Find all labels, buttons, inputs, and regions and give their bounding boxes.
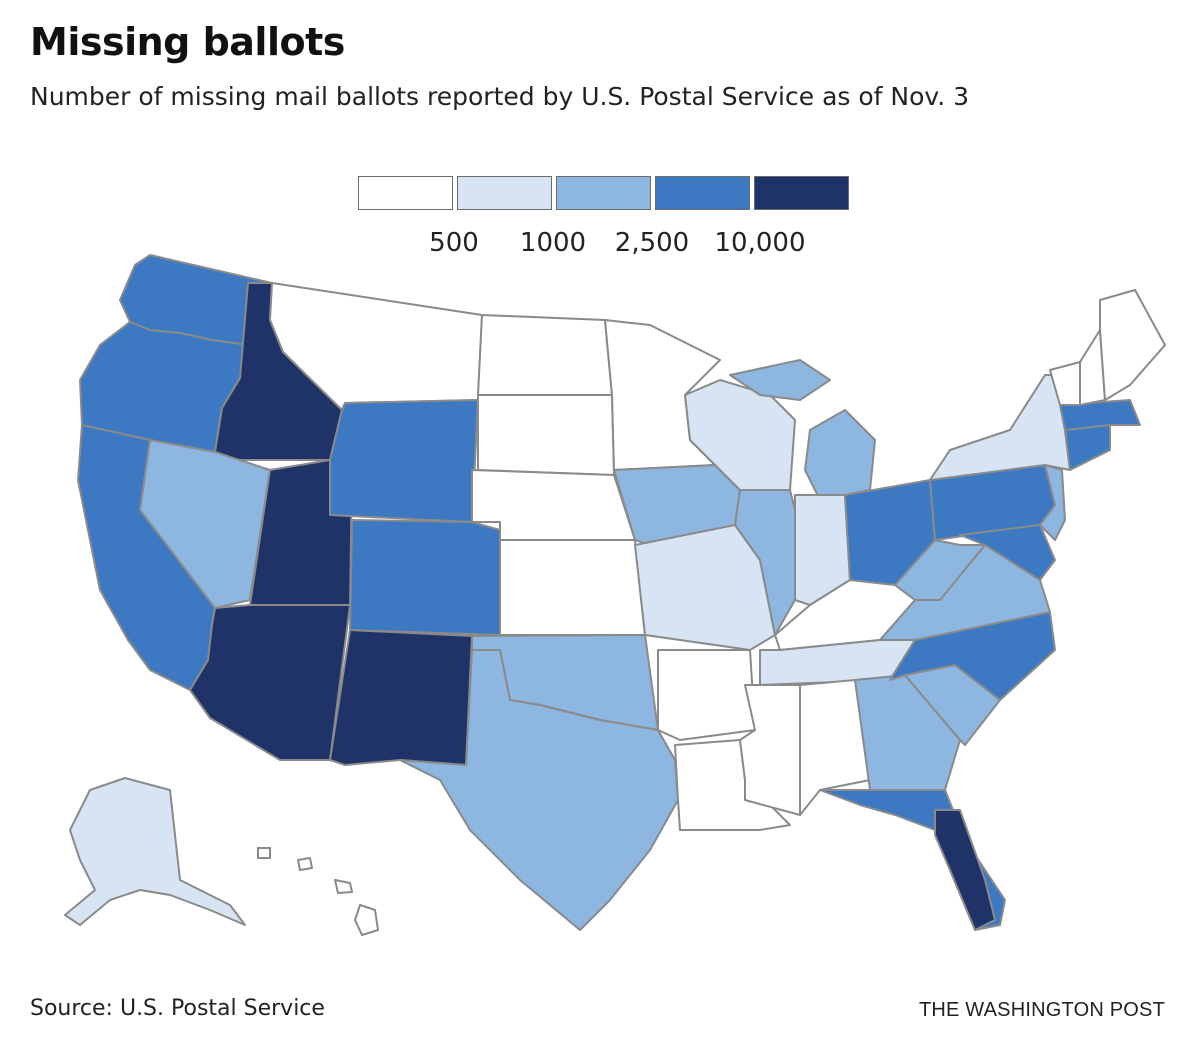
publisher-credit: THE WASHINGTON POST <box>918 999 1165 1021</box>
state-arizona <box>189 604 351 761</box>
state-wyoming <box>329 399 479 523</box>
state-hawaii-maui <box>334 879 353 894</box>
state-south-dakota <box>477 394 615 476</box>
state-illinois <box>734 489 801 636</box>
state-texas <box>399 649 679 931</box>
legend-swatch-3 <box>556 176 651 210</box>
state-mississippi <box>739 684 801 816</box>
color-legend: 500 1000 2,500 10,000 <box>358 176 858 266</box>
state-new-mexico <box>329 629 473 766</box>
state-alaska <box>64 777 246 926</box>
state-alabama <box>799 679 871 816</box>
state-maryland <box>959 524 1056 581</box>
map-title: Missing ballots <box>30 20 345 64</box>
map-subtitle: Number of missing mail ballots reported … <box>30 82 970 111</box>
state-kansas <box>499 539 646 636</box>
us-choropleth-map <box>64 254 1166 936</box>
state-hawaii-kauai <box>257 847 271 859</box>
state-michigan-upper <box>729 359 831 401</box>
state-new-jersey <box>1039 464 1066 541</box>
state-north-dakota <box>477 314 613 396</box>
state-maine <box>1099 289 1166 401</box>
state-arkansas <box>657 649 756 741</box>
legend-tick-2500: 2,500 <box>614 228 690 258</box>
state-colorado <box>349 519 501 636</box>
legend-swatch-4 <box>655 176 750 210</box>
source-note: Source: U.S. Postal Service <box>30 996 325 1021</box>
state-michigan <box>804 409 876 501</box>
legend-swatch-5 <box>754 176 849 210</box>
state-hawaii-oahu <box>297 857 313 871</box>
state-connecticut <box>1064 424 1111 471</box>
state-hawaii-main <box>354 904 379 936</box>
legend-tick-1000: 1000 <box>519 228 587 258</box>
state-new-york <box>929 374 1071 481</box>
legend-tick-500: 500 <box>429 228 479 258</box>
legend-tick-10000: 10,000 <box>714 228 806 258</box>
state-florida-central <box>934 809 996 931</box>
legend-swatch-1 <box>358 176 453 210</box>
state-massachusetts <box>1059 399 1141 431</box>
legend-swatch-2 <box>457 176 552 210</box>
